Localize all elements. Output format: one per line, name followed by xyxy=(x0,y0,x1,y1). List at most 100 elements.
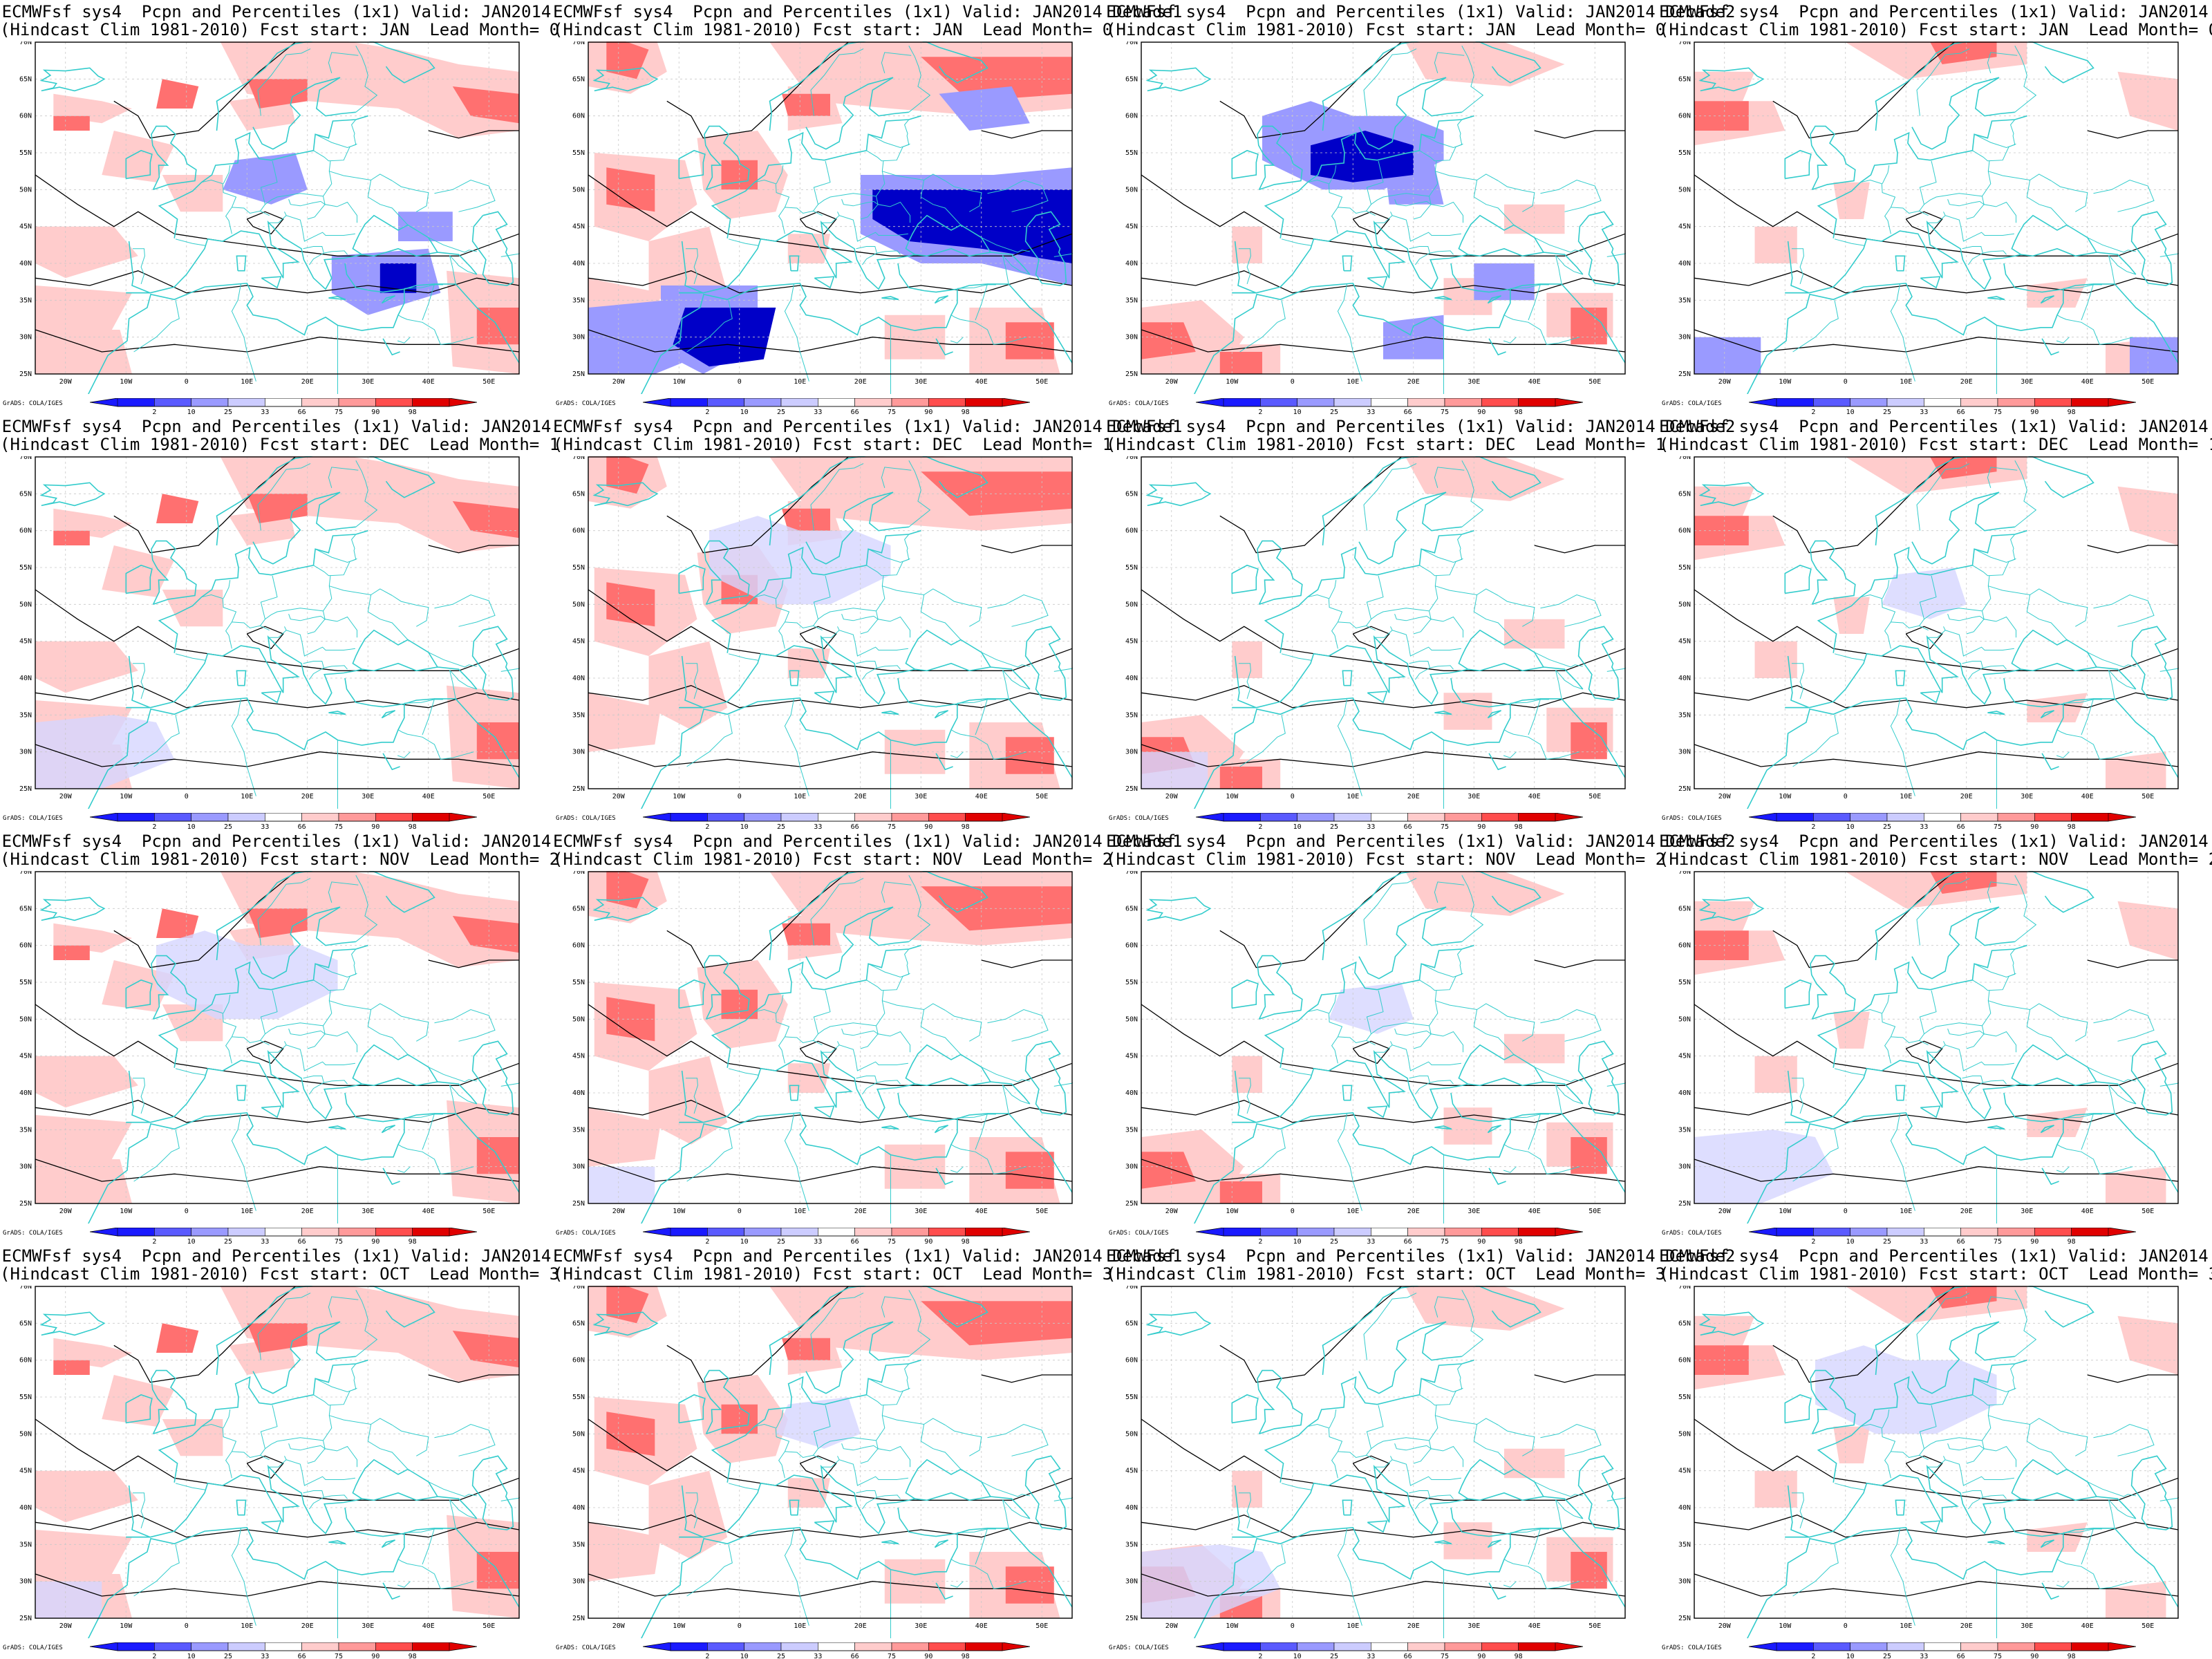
latitude-label: 30N xyxy=(1678,1578,1691,1586)
longitude-label: 10E xyxy=(1900,378,1912,386)
longitude-label: 10E xyxy=(1900,1208,1912,1215)
country-border xyxy=(1498,1010,1535,1042)
country-border xyxy=(397,1166,411,1173)
longitude-label: 20W xyxy=(1718,1622,1732,1630)
coastline xyxy=(1232,241,1257,294)
country-border xyxy=(1792,715,1839,767)
longitude-label: 10E xyxy=(794,378,806,386)
country-border xyxy=(1421,1363,1463,1393)
country-border xyxy=(881,52,912,73)
panel-subtitle: (Hindcast Clim 1981-2010) Fcst start: JA… xyxy=(553,20,1113,39)
country-border xyxy=(2087,652,2136,668)
country-border xyxy=(1962,1490,1983,1510)
country-border xyxy=(987,1423,1049,1456)
longitude-label: 20E xyxy=(1960,1622,1973,1630)
longitude-label: 40E xyxy=(1528,378,1541,386)
country-border xyxy=(1002,1499,1009,1528)
map-frame xyxy=(35,1286,520,1619)
coastline xyxy=(1264,529,1474,653)
island-coastline xyxy=(1342,255,1353,272)
country-border xyxy=(449,670,477,690)
coastline xyxy=(769,871,988,961)
longitude-label: 0 xyxy=(1291,378,1295,386)
country-border xyxy=(1419,1387,1463,1406)
coastline xyxy=(679,629,992,709)
percentile-colorbar: 2 10 25 33 66 75 90 98 xyxy=(1196,813,1583,830)
country-border xyxy=(785,621,823,631)
island-coastline xyxy=(2040,1125,2054,1134)
coastline xyxy=(1543,1496,1584,1519)
coastline xyxy=(935,753,953,771)
coastline xyxy=(158,1359,368,1483)
latitude-label: 30N xyxy=(1125,334,1138,341)
country-border xyxy=(784,283,809,382)
island-coastline xyxy=(261,1105,282,1118)
latitude-label: 50N xyxy=(19,601,32,608)
wet-anomaly-area xyxy=(1443,1107,1492,1145)
longitude-label: 10W xyxy=(1779,1622,1792,1630)
precip-percentile-map: 20W 10W 0 10E 20E 30E 40E 50E xyxy=(588,456,1073,809)
forecast-panel-r2-c3: ECMWFsf sys4 Pcpn and Percentiles (1x1) … xyxy=(1106,415,1735,830)
country-border xyxy=(1366,193,1430,212)
precip-contour xyxy=(246,1455,284,1479)
coastline xyxy=(679,1459,992,1538)
latitude-label: 60N xyxy=(1125,527,1138,535)
island-coastline xyxy=(39,67,106,92)
country-border xyxy=(813,990,831,1034)
dry-anomaly-area xyxy=(1694,337,1761,374)
longitude-label: 20W xyxy=(1165,1208,1179,1215)
panel-title: ECMWFsf sys4 Pcpn and Percentiles (1x1) … xyxy=(1,832,552,851)
country-border xyxy=(920,1009,962,1055)
island-coastline xyxy=(1434,296,1452,301)
country-border xyxy=(2108,1499,2136,1519)
country-border xyxy=(2108,255,2115,284)
country-border xyxy=(945,1425,982,1456)
country-border xyxy=(1962,1076,1983,1095)
longitude-label: 50E xyxy=(1035,1208,1048,1215)
latitude-label: 50N xyxy=(1678,1015,1691,1023)
panel-subtitle: (Hindcast Clim 1981-2010) Fcst start: OC… xyxy=(0,1264,560,1284)
longitude-label: 20E xyxy=(1960,378,1973,386)
country-border xyxy=(175,1483,206,1490)
country-border xyxy=(307,1445,357,1468)
coastline xyxy=(1232,629,1545,709)
latitude-label: 40N xyxy=(1125,1089,1138,1097)
country-border xyxy=(1555,1085,1583,1105)
panel-subtitle: (Hindcast Clim 1981-2010) Fcst start: DE… xyxy=(553,435,1113,454)
country-border xyxy=(685,1492,698,1529)
map-frame xyxy=(1694,1286,2179,1619)
longitude-label: 10W xyxy=(673,1208,686,1215)
wet-anomaly-area xyxy=(648,641,728,730)
map-frame xyxy=(1694,41,2179,375)
country-border xyxy=(908,460,931,527)
island-coastline xyxy=(261,1520,282,1533)
country-border xyxy=(257,1293,311,1360)
country-border xyxy=(223,995,231,1014)
longitude-label: 50E xyxy=(482,1208,495,1215)
latitude-label: 65N xyxy=(1678,905,1691,912)
island-coastline xyxy=(1810,125,1856,191)
country-border xyxy=(1534,1067,1583,1082)
coastline xyxy=(1194,1092,1511,1224)
country-border xyxy=(307,616,357,638)
country-border xyxy=(1966,616,2016,638)
grads-credit: GrADS: COLA/IGES xyxy=(3,1230,63,1237)
country-border xyxy=(1503,337,1517,344)
country-border xyxy=(1329,165,1337,185)
panel-subtitle: (Hindcast Clim 1981-2010) Fcst start: NO… xyxy=(553,850,1113,869)
longitude-label: 20W xyxy=(1718,378,1732,386)
country-border xyxy=(1374,630,1393,638)
island-coastline xyxy=(814,276,835,289)
coastline xyxy=(1024,626,1067,701)
wet-anomaly-area xyxy=(1754,226,1797,263)
country-border xyxy=(303,246,324,265)
country-border xyxy=(981,1481,1030,1497)
precip-percentile-map: 20W 10W 0 10E 20E 30E 40E 50E xyxy=(35,871,520,1224)
country-border xyxy=(2081,283,2102,321)
country-border xyxy=(1337,1528,1362,1626)
country-border xyxy=(1473,180,1515,225)
island-coastline xyxy=(1231,149,1259,180)
longitude-label: 10E xyxy=(1347,793,1359,800)
colorbar-tick-label: 10 xyxy=(740,409,749,415)
coastline xyxy=(404,1113,520,1193)
